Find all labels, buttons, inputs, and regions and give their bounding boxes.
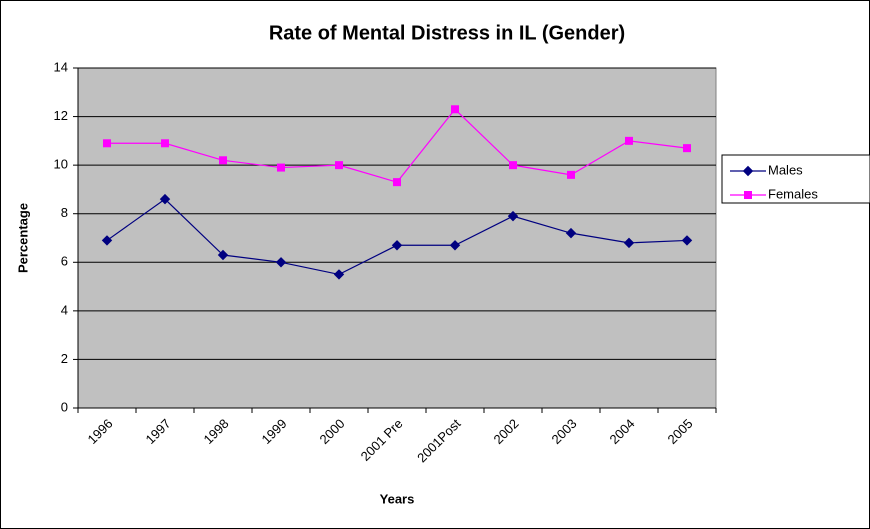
- data-point: [449, 240, 461, 251]
- data-point: [451, 105, 459, 114]
- data-point: [509, 161, 517, 170]
- data-point: [275, 257, 287, 268]
- data-point: [625, 136, 633, 145]
- y-tick-label: 2: [61, 351, 68, 366]
- data-point: [567, 170, 575, 179]
- y-tick-label: 6: [61, 254, 68, 269]
- data-point: [333, 269, 345, 280]
- y-tick-label: 14: [54, 59, 68, 74]
- x-axis-label: Years: [380, 491, 415, 506]
- y-tick-label: 8: [61, 205, 68, 220]
- y-tick-label: 10: [54, 157, 68, 172]
- legend-label: Males: [768, 162, 803, 177]
- data-point: [393, 178, 401, 187]
- data-point: [565, 227, 577, 239]
- y-tick-label: 0: [61, 399, 68, 414]
- y-tick-label: 12: [54, 108, 68, 123]
- data-point: [623, 237, 635, 249]
- data-point: [101, 235, 113, 246]
- data-point: [507, 210, 519, 222]
- data-point: [217, 249, 229, 261]
- y-tick-label: 4: [61, 302, 68, 317]
- plot-area: [77, 67, 717, 409]
- chart-title: Rate of Mental Distress in IL (Gender): [269, 22, 625, 44]
- data-point: [159, 193, 171, 205]
- data-point: [335, 161, 343, 170]
- legend-label: Females: [768, 186, 818, 201]
- legend-marker: [742, 165, 754, 177]
- data-point: [681, 235, 693, 246]
- data-point: [161, 139, 169, 148]
- data-point: [683, 144, 691, 153]
- data-point: [219, 156, 227, 165]
- data-point: [277, 163, 285, 172]
- y-axis-label: Percentage: [15, 203, 30, 273]
- data-point: [391, 240, 403, 251]
- legend-marker: [744, 191, 752, 199]
- data-point: [103, 139, 111, 148]
